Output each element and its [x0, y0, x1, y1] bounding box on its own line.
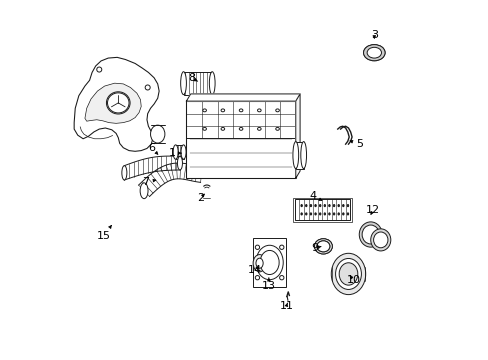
Ellipse shape — [363, 45, 384, 61]
Polygon shape — [74, 57, 159, 151]
Ellipse shape — [300, 213, 302, 215]
Text: 12: 12 — [365, 206, 379, 216]
Bar — [295, 141, 303, 168]
Ellipse shape — [316, 241, 329, 252]
Text: 1: 1 — [168, 148, 181, 158]
Text: 2: 2 — [197, 193, 204, 203]
Ellipse shape — [221, 109, 224, 112]
Ellipse shape — [255, 258, 263, 268]
Ellipse shape — [257, 109, 261, 112]
Ellipse shape — [255, 245, 283, 280]
Bar — [294, 199, 349, 220]
Ellipse shape — [275, 109, 279, 112]
Ellipse shape — [316, 241, 329, 252]
Ellipse shape — [314, 239, 332, 254]
Ellipse shape — [373, 232, 387, 248]
Text: 7: 7 — [142, 177, 156, 187]
Ellipse shape — [346, 213, 348, 215]
Ellipse shape — [203, 109, 206, 112]
Bar — [292, 198, 351, 222]
Ellipse shape — [255, 275, 259, 280]
Ellipse shape — [279, 275, 284, 280]
Ellipse shape — [300, 204, 302, 207]
Ellipse shape — [309, 213, 311, 215]
Ellipse shape — [173, 145, 178, 159]
Ellipse shape — [279, 245, 284, 249]
Ellipse shape — [337, 204, 339, 207]
Ellipse shape — [337, 213, 339, 215]
Ellipse shape — [333, 213, 334, 215]
Ellipse shape — [260, 251, 279, 275]
Ellipse shape — [300, 141, 306, 168]
Ellipse shape — [122, 166, 126, 180]
Ellipse shape — [324, 204, 325, 207]
Ellipse shape — [177, 156, 182, 170]
Ellipse shape — [305, 213, 306, 215]
Text: 8: 8 — [187, 73, 197, 83]
Ellipse shape — [292, 141, 298, 168]
Text: 11: 11 — [279, 301, 293, 311]
Text: 6: 6 — [147, 143, 158, 154]
Ellipse shape — [253, 255, 265, 272]
Ellipse shape — [97, 67, 102, 72]
Ellipse shape — [362, 225, 379, 244]
Ellipse shape — [239, 109, 243, 112]
Ellipse shape — [333, 204, 334, 207]
Ellipse shape — [145, 85, 150, 90]
Ellipse shape — [314, 239, 332, 254]
Ellipse shape — [319, 204, 320, 207]
Ellipse shape — [359, 222, 382, 247]
Bar — [186, 101, 295, 178]
Ellipse shape — [255, 245, 259, 249]
Text: 13: 13 — [262, 278, 275, 291]
Polygon shape — [295, 94, 300, 178]
Ellipse shape — [330, 253, 365, 294]
Ellipse shape — [346, 204, 348, 207]
Ellipse shape — [314, 213, 316, 215]
Ellipse shape — [275, 127, 279, 130]
Text: 5: 5 — [349, 139, 362, 149]
Ellipse shape — [209, 72, 215, 95]
Ellipse shape — [221, 127, 224, 130]
Polygon shape — [85, 83, 141, 123]
Bar — [183, 72, 212, 95]
Ellipse shape — [366, 47, 381, 58]
Ellipse shape — [180, 72, 186, 95]
Text: 4: 4 — [308, 191, 321, 201]
Ellipse shape — [150, 125, 164, 143]
Ellipse shape — [328, 204, 329, 207]
Text: 10: 10 — [346, 275, 360, 285]
Bar — [175, 145, 183, 159]
Ellipse shape — [314, 204, 316, 207]
Text: 15: 15 — [97, 225, 111, 240]
Bar — [253, 238, 285, 287]
Ellipse shape — [239, 127, 243, 130]
Ellipse shape — [342, 213, 344, 215]
Ellipse shape — [309, 204, 311, 207]
Ellipse shape — [324, 213, 325, 215]
Ellipse shape — [203, 127, 206, 130]
Text: 9: 9 — [310, 243, 320, 253]
Ellipse shape — [328, 213, 329, 215]
Ellipse shape — [257, 127, 261, 130]
Ellipse shape — [335, 258, 361, 289]
Text: 3: 3 — [370, 30, 377, 40]
Ellipse shape — [319, 213, 320, 215]
Ellipse shape — [342, 204, 344, 207]
Ellipse shape — [181, 145, 185, 159]
Ellipse shape — [339, 263, 357, 285]
Ellipse shape — [370, 229, 390, 251]
Ellipse shape — [363, 45, 384, 61]
Polygon shape — [186, 94, 300, 101]
Ellipse shape — [140, 183, 148, 199]
Ellipse shape — [366, 47, 381, 58]
Text: 14: 14 — [248, 265, 262, 275]
Ellipse shape — [107, 93, 129, 113]
Ellipse shape — [305, 204, 306, 207]
